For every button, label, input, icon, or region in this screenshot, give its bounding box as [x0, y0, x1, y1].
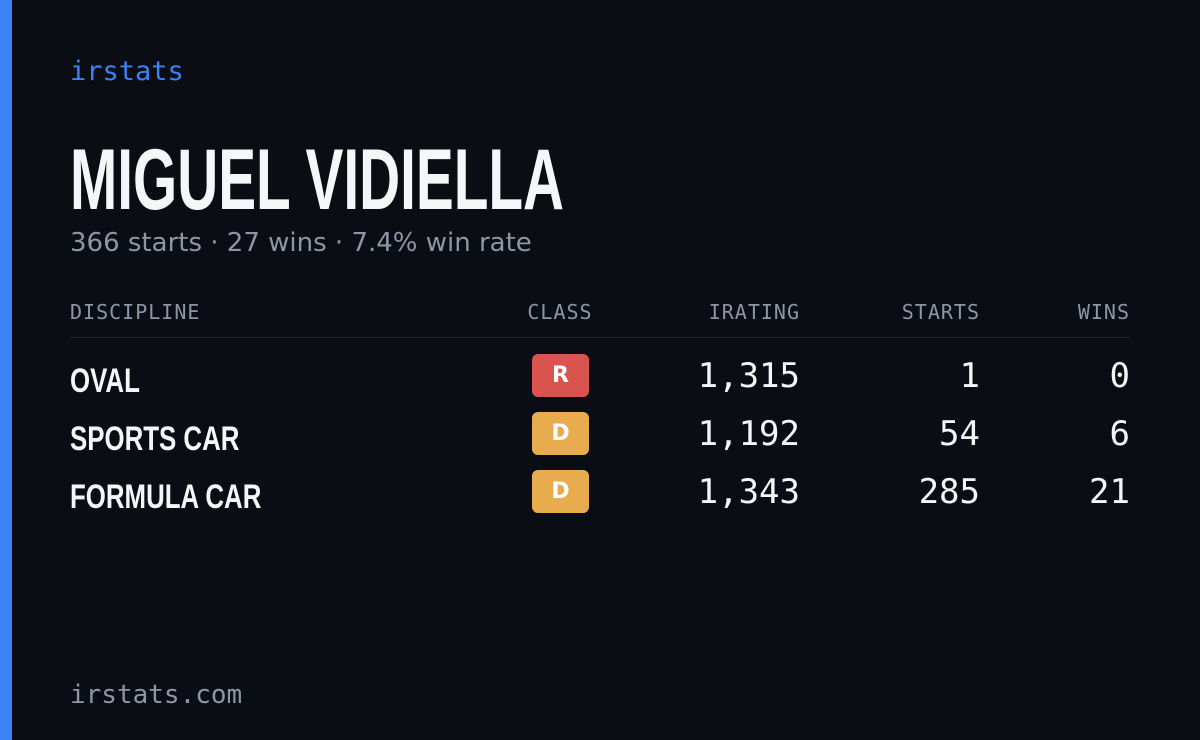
wins: 0 [1109, 356, 1130, 396]
discipline: FORMULA CAR [70, 478, 262, 516]
column-header: STARTS [901, 300, 980, 324]
column-header: WINS [1077, 300, 1130, 324]
discipline: OVAL [70, 362, 140, 400]
accent-bar [0, 0, 12, 740]
class-badge: D [532, 470, 589, 513]
irating: 1,192 [697, 414, 800, 454]
irating: 1,315 [697, 356, 800, 396]
divider [70, 337, 1130, 338]
irating: 1,343 [697, 472, 800, 512]
wins: 6 [1109, 414, 1130, 454]
column-header: DISCIPLINE [70, 300, 201, 324]
column-header: CLASS [527, 300, 593, 324]
summary: 366 starts · 27 wins · 7.4% win rate [70, 228, 532, 258]
class-badge: D [532, 412, 589, 455]
starts: 54 [939, 414, 980, 454]
discipline: SPORTS CAR [70, 420, 240, 458]
column-header: IRATING [708, 300, 800, 324]
brand: irstats [70, 56, 184, 87]
class-badge: R [532, 354, 589, 397]
footer-site: irstats.com [70, 680, 243, 710]
player-name: MIGUEL VIDIELLA [70, 132, 565, 228]
starts: 285 [918, 472, 980, 512]
starts: 1 [959, 356, 980, 396]
wins: 21 [1089, 472, 1130, 512]
